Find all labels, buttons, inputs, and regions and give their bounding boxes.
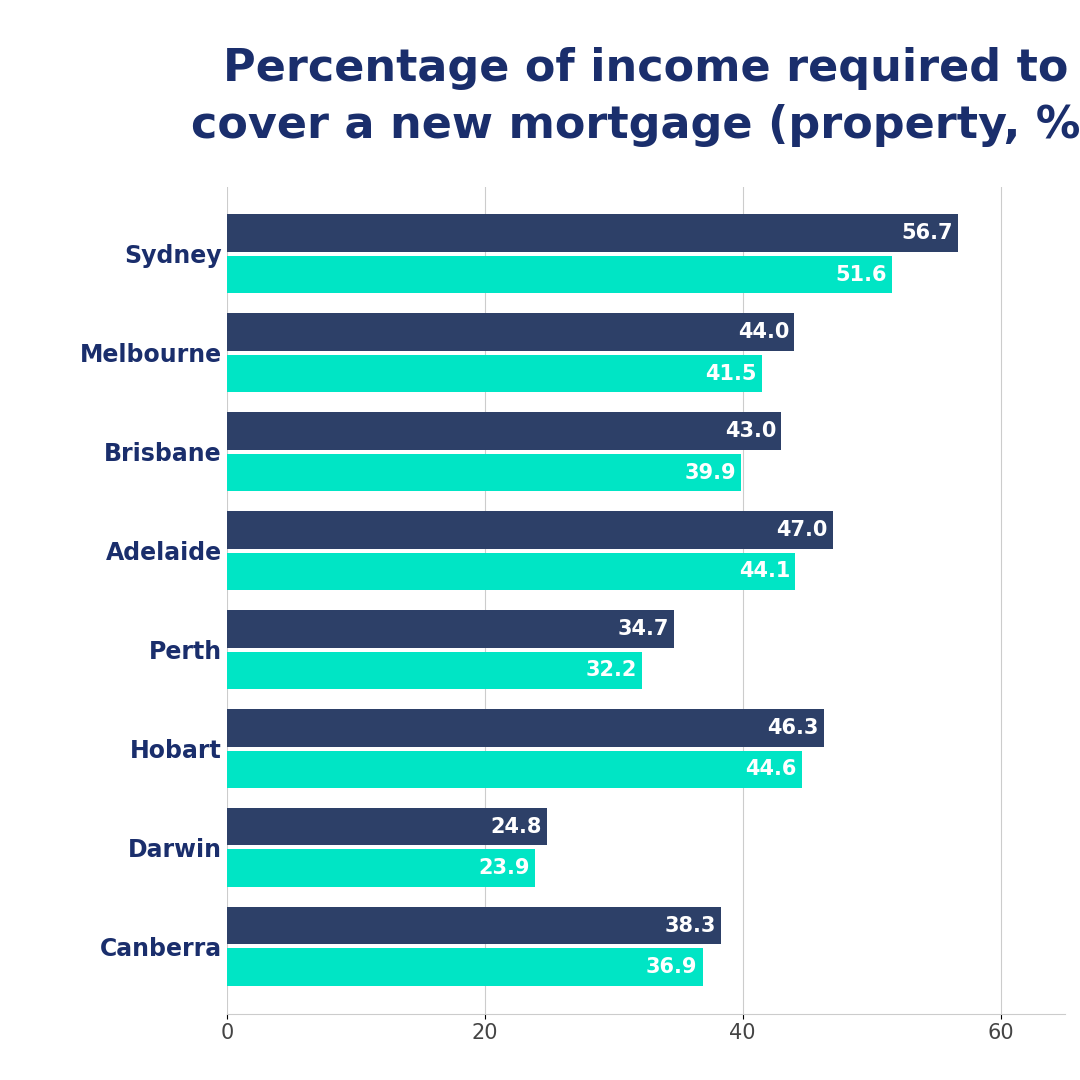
Text: 44.0: 44.0	[738, 322, 789, 342]
Text: 34.7: 34.7	[618, 619, 670, 639]
Text: 41.5: 41.5	[705, 364, 757, 383]
Bar	[227, 214, 958, 252]
Bar	[227, 511, 833, 549]
Bar	[227, 454, 741, 491]
Text: 44.6: 44.6	[745, 759, 797, 780]
Bar	[227, 610, 674, 648]
Text: 47.0: 47.0	[777, 519, 827, 540]
Bar	[227, 413, 781, 449]
Text: 23.9: 23.9	[478, 859, 530, 878]
Text: 38.3: 38.3	[664, 916, 716, 935]
Text: 51.6: 51.6	[836, 265, 887, 285]
Bar	[227, 751, 802, 788]
Title: Percentage of income required to
cover a new mortgage (property, %): Percentage of income required to cover a…	[191, 48, 1080, 147]
Text: 44.1: 44.1	[739, 562, 791, 581]
Bar	[227, 355, 762, 392]
Bar	[227, 313, 794, 351]
Bar	[227, 948, 703, 986]
Bar	[227, 708, 824, 746]
Bar	[227, 850, 535, 887]
Bar	[227, 256, 892, 294]
Text: 32.2: 32.2	[585, 660, 637, 680]
Text: 24.8: 24.8	[490, 816, 541, 837]
Bar	[227, 808, 546, 846]
Bar	[227, 907, 720, 944]
Bar	[227, 553, 796, 591]
Text: 56.7: 56.7	[902, 224, 953, 243]
Text: 46.3: 46.3	[767, 718, 819, 738]
Text: 39.9: 39.9	[685, 462, 737, 483]
Text: 36.9: 36.9	[646, 957, 698, 977]
Text: 43.0: 43.0	[725, 421, 777, 441]
Bar	[227, 651, 642, 689]
